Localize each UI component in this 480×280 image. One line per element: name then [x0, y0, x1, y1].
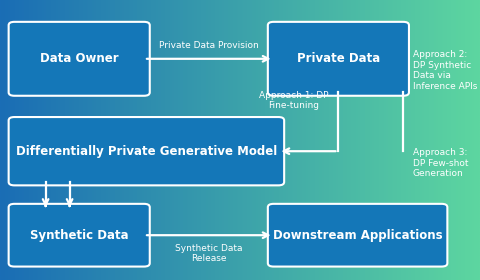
FancyBboxPatch shape [9, 22, 150, 96]
Text: Downstream Applications: Downstream Applications [273, 229, 443, 242]
FancyBboxPatch shape [9, 204, 150, 267]
Text: Approach 2:
DP Synthetic
Data via
Inference APIs: Approach 2: DP Synthetic Data via Infere… [413, 50, 477, 91]
Text: Differentially Private Generative Model: Differentially Private Generative Model [16, 145, 277, 158]
Text: Private Data: Private Data [297, 52, 380, 65]
Text: Data Owner: Data Owner [40, 52, 119, 65]
Text: Synthetic Data: Synthetic Data [30, 229, 129, 242]
FancyBboxPatch shape [9, 117, 284, 185]
Text: Approach 3:
DP Few-shot
Generation: Approach 3: DP Few-shot Generation [413, 148, 468, 178]
Text: Synthetic Data
Release: Synthetic Data Release [175, 244, 242, 263]
Text: Approach 1: DP
Fine-tuning: Approach 1: DP Fine-tuning [259, 91, 329, 111]
Text: Private Data Provision: Private Data Provision [159, 41, 259, 50]
FancyBboxPatch shape [268, 22, 409, 96]
FancyBboxPatch shape [268, 204, 447, 267]
